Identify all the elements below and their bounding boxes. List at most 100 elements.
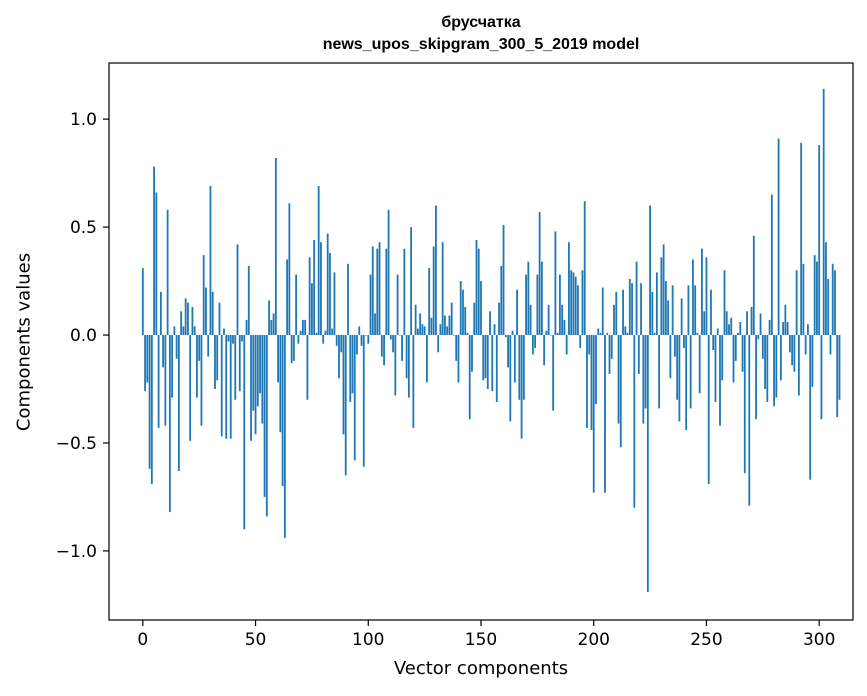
- bar: [683, 335, 685, 348]
- bar: [493, 324, 496, 336]
- bar: [784, 304, 787, 336]
- bar: [563, 319, 566, 336]
- bar: [380, 335, 383, 357]
- bar: [480, 281, 482, 336]
- bar-series: [141, 88, 841, 592]
- bar: [626, 332, 629, 336]
- bar: [791, 335, 794, 366]
- bar: [457, 335, 460, 383]
- bar: [651, 291, 654, 336]
- bar: [775, 335, 778, 398]
- bar: [543, 335, 546, 366]
- bar: [608, 335, 611, 374]
- bar: [759, 313, 762, 336]
- bar: [640, 283, 642, 336]
- bar: [207, 335, 210, 357]
- bar: [238, 335, 241, 392]
- bar: [259, 335, 261, 394]
- bar: [581, 270, 584, 336]
- bar: [218, 302, 221, 336]
- bar: [737, 332, 739, 336]
- bar: [398, 335, 401, 336]
- bar: [568, 242, 570, 336]
- bar: [635, 261, 638, 336]
- bar: [766, 335, 769, 402]
- bar: [615, 291, 618, 336]
- bar: [383, 335, 385, 366]
- bar: [721, 335, 724, 381]
- bar: [317, 186, 320, 336]
- bar: [159, 291, 162, 336]
- bar: [250, 335, 252, 441]
- bar: [516, 289, 518, 336]
- bar: [586, 335, 588, 428]
- bar: [486, 335, 489, 389]
- bar: [392, 335, 394, 353]
- bar: [351, 335, 354, 394]
- bar: [489, 311, 491, 336]
- bar: [825, 242, 827, 336]
- y-tick-label: 1.0: [70, 110, 97, 130]
- bar: [773, 335, 775, 407]
- bar: [676, 335, 679, 400]
- bar: [448, 315, 451, 336]
- bar: [360, 335, 363, 346]
- bar: [522, 335, 525, 400]
- bar: [707, 335, 710, 484]
- bar: [245, 319, 248, 336]
- bar: [786, 322, 789, 336]
- bar: [342, 335, 345, 435]
- bar: [624, 326, 627, 336]
- bar: [536, 274, 539, 336]
- x-tick-label: 250: [690, 630, 722, 650]
- bar: [678, 335, 681, 422]
- bar: [597, 328, 600, 336]
- bar: [725, 311, 728, 336]
- bar: [385, 248, 388, 336]
- bar: [180, 311, 183, 336]
- bar: [220, 335, 223, 437]
- bar: [838, 335, 841, 400]
- bar: [401, 335, 403, 361]
- bar: [687, 285, 690, 336]
- bar: [175, 335, 178, 359]
- x-tick-label: 50: [245, 630, 267, 650]
- bar: [793, 335, 796, 372]
- bar: [223, 328, 225, 336]
- bar: [804, 335, 807, 355]
- bar: [331, 328, 334, 336]
- bar: [549, 335, 552, 336]
- bar: [189, 335, 192, 441]
- bar: [241, 335, 243, 342]
- bar: [667, 300, 670, 336]
- bar: [274, 157, 277, 336]
- bar: [234, 335, 237, 400]
- bar: [333, 272, 336, 336]
- bar: [450, 302, 453, 336]
- bar: [315, 332, 318, 336]
- bar: [658, 335, 661, 409]
- bar: [432, 246, 435, 336]
- bar: [292, 335, 295, 361]
- bar: [412, 335, 415, 428]
- bar: [182, 326, 185, 336]
- bar: [286, 259, 289, 336]
- x-axis-label: Vector components: [393, 658, 569, 679]
- bar: [367, 335, 370, 344]
- bar: [694, 285, 697, 336]
- bar: [714, 335, 717, 402]
- bar: [387, 209, 390, 336]
- bar: [471, 335, 473, 372]
- bar: [268, 300, 270, 336]
- bar: [574, 276, 577, 336]
- chart-title: брусчатка: [441, 14, 521, 31]
- y-tick-label: 0.5: [70, 218, 97, 238]
- bar: [281, 335, 284, 487]
- bar: [750, 306, 753, 336]
- bar: [407, 335, 410, 398]
- bar: [572, 272, 575, 336]
- bar: [660, 257, 663, 336]
- bar: [320, 242, 322, 336]
- bar: [588, 335, 591, 355]
- bar: [326, 233, 329, 336]
